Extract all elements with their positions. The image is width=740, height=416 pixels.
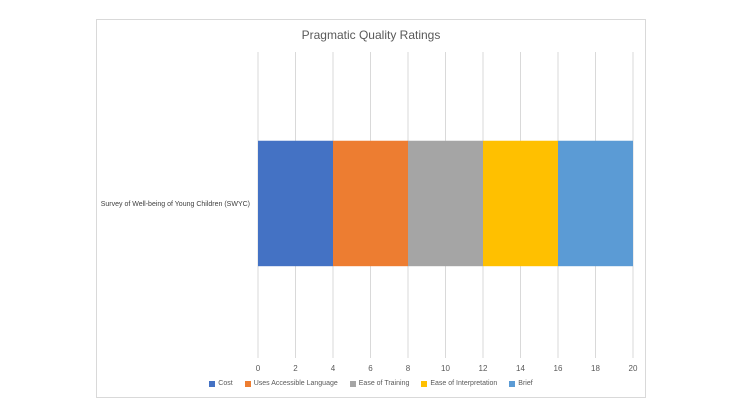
legend-label: Brief xyxy=(518,380,533,387)
x-tick-label: 12 xyxy=(479,364,488,373)
x-tick-label: 14 xyxy=(516,364,525,373)
x-tick-label: 2 xyxy=(293,364,298,373)
chart-frame: Pragmatic Quality Ratings 0 2 4 6 8 10 12 14 16 1… xyxy=(96,19,646,398)
x-tick-label: 4 xyxy=(331,364,336,373)
legend-swatch xyxy=(209,380,216,387)
x-tick-label: 6 xyxy=(368,364,373,373)
legend-swatch xyxy=(349,380,356,387)
bar-segment-uses-accessible-language xyxy=(333,140,408,267)
bar-segment-ease-of-training xyxy=(408,140,483,267)
legend-item: Ease of Training xyxy=(349,380,410,387)
legend-swatch xyxy=(421,380,428,387)
x-tick-label: 8 xyxy=(406,364,411,373)
legend-label: Cost xyxy=(218,380,233,387)
category-label: Survey of Well-being of Young Children (… xyxy=(101,201,250,208)
x-tick-label: 10 xyxy=(441,364,450,373)
bar-segment-cost xyxy=(258,140,333,267)
x-tick-label: 0 xyxy=(256,364,261,373)
bar-segment-brief xyxy=(558,140,633,267)
legend-label: Ease of Interpretation xyxy=(430,380,498,387)
legend: Cost Uses Accessible Language Ease of Trai… xyxy=(97,380,645,387)
legend-item: Uses Accessible Language xyxy=(244,380,338,387)
bar-segment-ease-of-interpretation xyxy=(483,140,558,267)
plot-area: 0 2 4 6 8 10 12 14 16 18 20 Survey of Well-being of… xyxy=(101,52,638,373)
chart-title: Pragmatic Quality Ratings xyxy=(301,28,441,42)
legend-swatch xyxy=(509,380,516,387)
legend-item: Cost xyxy=(209,380,233,387)
x-tick-label: 18 xyxy=(591,364,600,373)
legend-item: Ease of Interpretation xyxy=(421,380,497,387)
x-tick-label: 16 xyxy=(554,364,563,373)
legend-swatch xyxy=(244,380,251,387)
legend-label: Ease of Training xyxy=(358,380,410,387)
legend-label: Uses Accessible Language xyxy=(253,380,338,387)
x-tick-label: 20 xyxy=(629,364,638,373)
legend-item: Brief xyxy=(509,380,533,387)
